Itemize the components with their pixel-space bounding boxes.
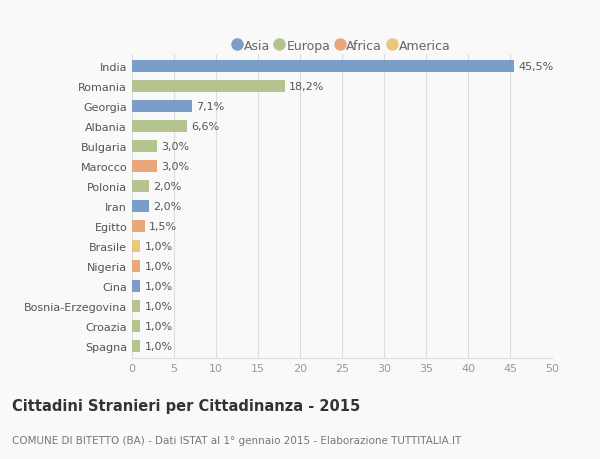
Text: 1,0%: 1,0% bbox=[145, 321, 173, 331]
Text: 1,0%: 1,0% bbox=[145, 341, 173, 351]
Text: 1,0%: 1,0% bbox=[145, 301, 173, 311]
Bar bbox=[132, 201, 149, 213]
Bar bbox=[132, 81, 285, 93]
Bar bbox=[132, 161, 157, 173]
Text: 1,0%: 1,0% bbox=[145, 281, 173, 291]
Text: Cittadini Stranieri per Cittadinanza - 2015: Cittadini Stranieri per Cittadinanza - 2… bbox=[12, 398, 360, 413]
Legend: Asia, Europa, Africa, America: Asia, Europa, Africa, America bbox=[231, 37, 453, 55]
Bar bbox=[132, 141, 157, 153]
Bar bbox=[132, 241, 140, 252]
Text: 1,0%: 1,0% bbox=[145, 241, 173, 252]
Text: 45,5%: 45,5% bbox=[518, 62, 554, 72]
Bar bbox=[132, 320, 140, 332]
Bar bbox=[132, 61, 514, 73]
Text: 3,0%: 3,0% bbox=[161, 142, 190, 152]
Text: 18,2%: 18,2% bbox=[289, 82, 325, 92]
Text: 1,5%: 1,5% bbox=[149, 222, 177, 231]
Text: 6,6%: 6,6% bbox=[191, 122, 220, 132]
Text: 2,0%: 2,0% bbox=[153, 182, 181, 191]
Text: 1,0%: 1,0% bbox=[145, 261, 173, 271]
Bar bbox=[132, 101, 191, 113]
Bar bbox=[132, 181, 149, 193]
Text: 7,1%: 7,1% bbox=[196, 102, 224, 112]
Text: 3,0%: 3,0% bbox=[161, 162, 190, 172]
Bar bbox=[132, 280, 140, 292]
Bar bbox=[132, 220, 145, 232]
Bar bbox=[132, 121, 187, 133]
Text: 2,0%: 2,0% bbox=[153, 202, 181, 212]
Text: COMUNE DI BITETTO (BA) - Dati ISTAT al 1° gennaio 2015 - Elaborazione TUTTITALIA: COMUNE DI BITETTO (BA) - Dati ISTAT al 1… bbox=[12, 435, 461, 445]
Bar bbox=[132, 260, 140, 272]
Bar bbox=[132, 300, 140, 312]
Bar bbox=[132, 340, 140, 352]
